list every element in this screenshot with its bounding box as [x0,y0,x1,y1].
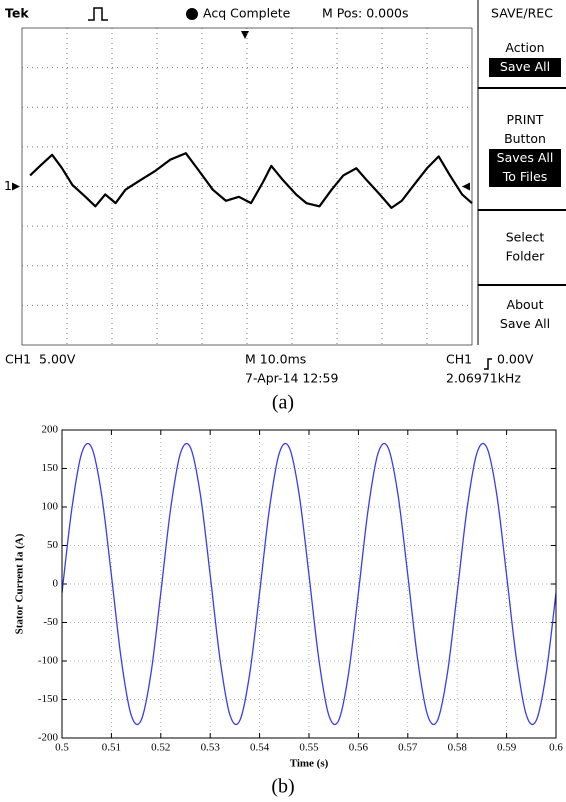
y-tick-label: -50 [43,616,58,628]
y-tick-label: -150 [38,693,59,705]
date-time: 7-Apr-14 12:59 [245,371,338,386]
horizontal-position: M Pos: 0.000s [322,6,409,21]
x-tick-label: 0.55 [299,742,319,754]
menu-label: Action [505,40,544,55]
menu-option-selected: To Files [502,169,548,184]
trigger-level: 0.00V [497,352,534,367]
trigger-channel: CH1 [446,352,472,367]
menu-title: SAVE/REC [491,6,553,21]
figure: 1 Tek Acq Complete M Pos: 0.000s SAVE/REC Act… [0,0,566,802]
x-tick-label: 0.52 [151,742,170,754]
frequency: 2.06971kHz [446,371,521,386]
channel-marker: 1 [4,178,12,193]
caption: (b) [271,776,294,798]
x-axis-label: Time (s) [290,758,329,770]
caption: (a) [272,392,294,414]
y-axis-label: Stator Current Ia (A) [14,533,26,634]
x-tick-label: 0.51 [102,742,121,754]
menu-label: Select [506,230,545,245]
y-tick-label: -100 [38,655,59,667]
x-tick-label: 0.53 [201,742,221,754]
y-tick-label: 100 [42,501,59,513]
channel-scale: CH1 5.00V [5,352,76,367]
menu-label: PRINT [507,112,544,127]
menu-label: About [507,297,544,312]
status-dot [186,8,198,20]
timebase: M 10.0ms [245,352,306,367]
x-tick-label: 0.6 [549,742,563,754]
x-tick-label: 0.5 [55,742,69,754]
page: 1 Tek Acq Complete M Pos: 0.000s SAVE/REC Act… [0,0,566,802]
menu-option-selected: Saves All [497,150,554,165]
x-tick-label: 0.58 [448,742,468,754]
y-tick-label: 150 [42,462,59,474]
menu-label: Button [504,131,546,146]
menu-option-selected: Save All [500,59,550,74]
menu-label: Folder [506,249,545,264]
x-tick-label: 0.57 [398,742,418,754]
x-tick-label: 0.54 [250,742,270,754]
acquisition-status: Acq Complete [203,6,291,21]
brand: Tek [5,6,29,21]
x-tick-label: 0.59 [497,742,517,754]
y-tick-label: 50 [47,539,59,551]
y-tick-label: 0 [53,578,59,590]
x-tick-label: 0.56 [349,742,369,754]
y-tick-label: 200 [42,424,59,436]
menu-label: Save All [500,316,550,331]
